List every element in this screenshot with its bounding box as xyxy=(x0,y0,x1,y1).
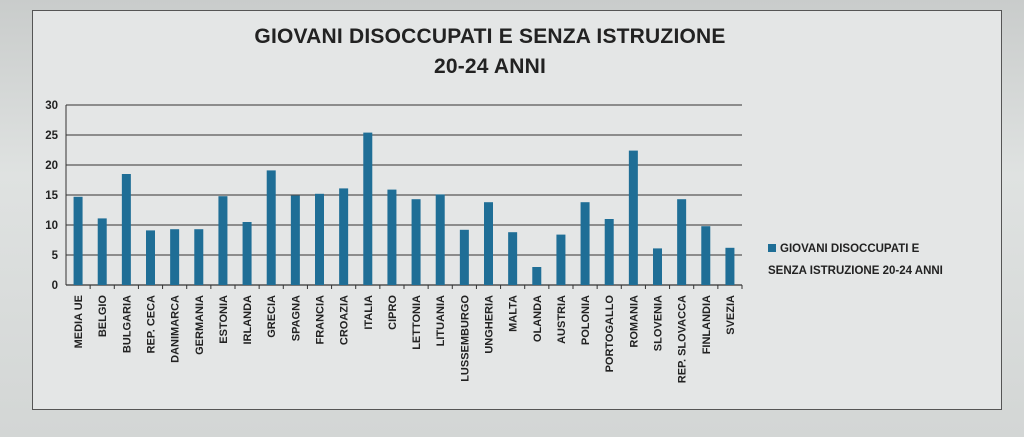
legend-label-line1: GIOVANI DISOCCUPATI E xyxy=(780,243,920,255)
x-tick-label: AUSTRIA xyxy=(556,295,568,344)
legend-swatch xyxy=(768,244,776,252)
bar xyxy=(315,193,324,285)
x-tick-label: SVEZIA xyxy=(725,295,737,335)
x-tick-label: ROMANIA xyxy=(628,295,640,348)
x-tick-label: UNGHERIA xyxy=(484,295,496,354)
x-tick-label: MEDIA UE xyxy=(73,295,85,348)
bar xyxy=(628,150,638,285)
x-tick-label: GRECIA xyxy=(266,295,278,338)
chart-title-line1: GIOVANI DISOCCUPATI E SENZA ISTRUZIONE xyxy=(254,25,726,48)
x-tick-label: MALTA xyxy=(508,295,520,332)
y-tick-label: 10 xyxy=(45,220,58,232)
bar xyxy=(435,194,445,285)
x-tick-label: OLANDA xyxy=(532,295,544,342)
chart-title-line2: 20-24 ANNI xyxy=(433,55,547,78)
bar xyxy=(387,189,397,285)
y-tick-label: 30 xyxy=(45,100,58,112)
chart-frame xyxy=(32,10,1002,410)
x-tick-label: DANIMARCA xyxy=(170,295,182,363)
bar xyxy=(242,222,252,285)
x-tick-label: REP. CECA xyxy=(146,295,158,354)
bar xyxy=(218,196,228,285)
x-tick-label: ESTONIA xyxy=(218,295,230,344)
bar xyxy=(363,132,373,285)
bar xyxy=(604,219,614,285)
bar xyxy=(532,267,542,285)
bar xyxy=(484,202,493,285)
bar xyxy=(339,188,349,285)
bar xyxy=(580,202,590,285)
bar xyxy=(146,230,155,285)
bar xyxy=(73,196,83,285)
bar xyxy=(508,232,518,285)
x-tick-label: LETTONIA xyxy=(411,295,423,350)
x-tick-label: ITALIA xyxy=(363,295,375,330)
y-tick-label: 20 xyxy=(45,160,58,172)
x-tick-label: CIPRO xyxy=(387,295,399,330)
bar xyxy=(170,229,180,285)
bar xyxy=(266,170,276,285)
bar xyxy=(97,218,107,285)
x-tick-label: POLONIA xyxy=(580,295,592,345)
x-tick-label: CROAZIA xyxy=(339,295,351,345)
bar xyxy=(459,229,469,285)
x-tick-label: REP. SLOVACCA xyxy=(677,295,689,383)
bar xyxy=(556,234,566,285)
x-tick-label: BULGARIA xyxy=(121,295,133,353)
x-tick-label: FRANCIA xyxy=(315,295,327,345)
x-tick-label: PORTOGALLO xyxy=(604,295,616,373)
y-tick-label: 5 xyxy=(52,250,59,262)
x-tick-label: LUSSEMBURGO xyxy=(459,295,471,382)
y-tick-label: 25 xyxy=(45,130,58,142)
bar xyxy=(677,199,687,285)
bar xyxy=(725,247,735,285)
bar xyxy=(290,195,300,285)
legend-label-line2: SENZA ISTRUZIONE 20-24 ANNI xyxy=(768,265,943,277)
y-tick-label: 15 xyxy=(45,190,58,202)
x-tick-label: IRLANDA xyxy=(242,295,254,345)
bar xyxy=(194,229,204,285)
bar xyxy=(121,174,131,285)
x-tick-label: BELGIO xyxy=(97,295,109,338)
legend: GIOVANI DISOCCUPATI E SENZA ISTRUZIONE 2… xyxy=(768,238,998,282)
bar xyxy=(701,226,711,285)
bar xyxy=(411,199,421,285)
x-tick-label: FINLANDIA xyxy=(701,295,713,354)
x-tick-label: SLOVENIA xyxy=(653,295,665,351)
chart-title: GIOVANI DISOCCUPATI E SENZA ISTRUZIONE 2… xyxy=(190,22,790,82)
x-tick-label: SPAGNA xyxy=(290,295,302,341)
x-tick-label: GERMANIA xyxy=(194,295,206,355)
y-tick-label: 0 xyxy=(52,280,58,292)
bar xyxy=(653,248,662,285)
x-tick-label: LITUANIA xyxy=(435,295,447,346)
